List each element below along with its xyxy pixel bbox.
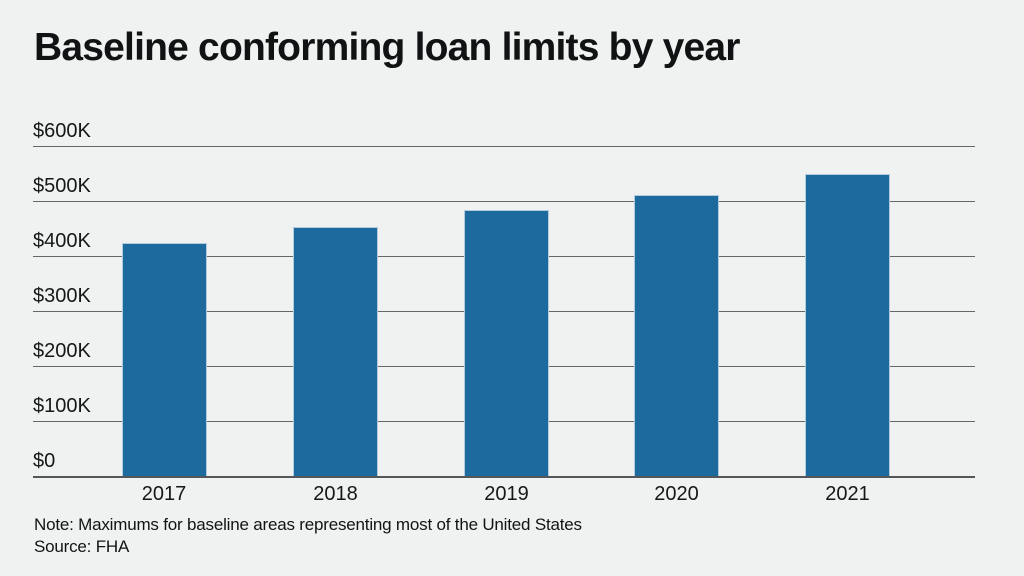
y-axis-tick-label: $200K — [33, 340, 91, 362]
gridline — [33, 201, 975, 202]
source-text: Source: FHA — [34, 537, 130, 556]
x-axis-label-2018: 2018 — [313, 483, 358, 505]
y-axis-tick-label: $100K — [33, 395, 91, 417]
x-axis-label-2021: 2021 — [825, 483, 870, 505]
gridline — [33, 146, 975, 147]
baseline-axis — [33, 476, 975, 478]
x-axis-label-2020: 2020 — [654, 483, 699, 505]
y-axis-tick-label: $300K — [33, 285, 91, 307]
x-axis-label-2019: 2019 — [484, 483, 529, 505]
y-axis-tick-label: $0 — [33, 450, 56, 472]
bar-2020 — [634, 195, 719, 476]
y-axis-tick-label: $500K — [33, 175, 91, 197]
bar-2018 — [293, 226, 378, 476]
bar-2021 — [805, 174, 890, 476]
note-text: Note: Maximums for baseline areas repres… — [34, 515, 582, 534]
y-axis-tick-label: $600K — [33, 120, 91, 142]
bar-2019 — [464, 209, 549, 476]
x-axis-label-2017: 2017 — [141, 483, 187, 505]
y-axis-tick-label: $400K — [33, 230, 91, 252]
bar-2017 — [121, 242, 207, 476]
chart-title: Baseline conforming loan limits by year — [34, 26, 740, 69]
